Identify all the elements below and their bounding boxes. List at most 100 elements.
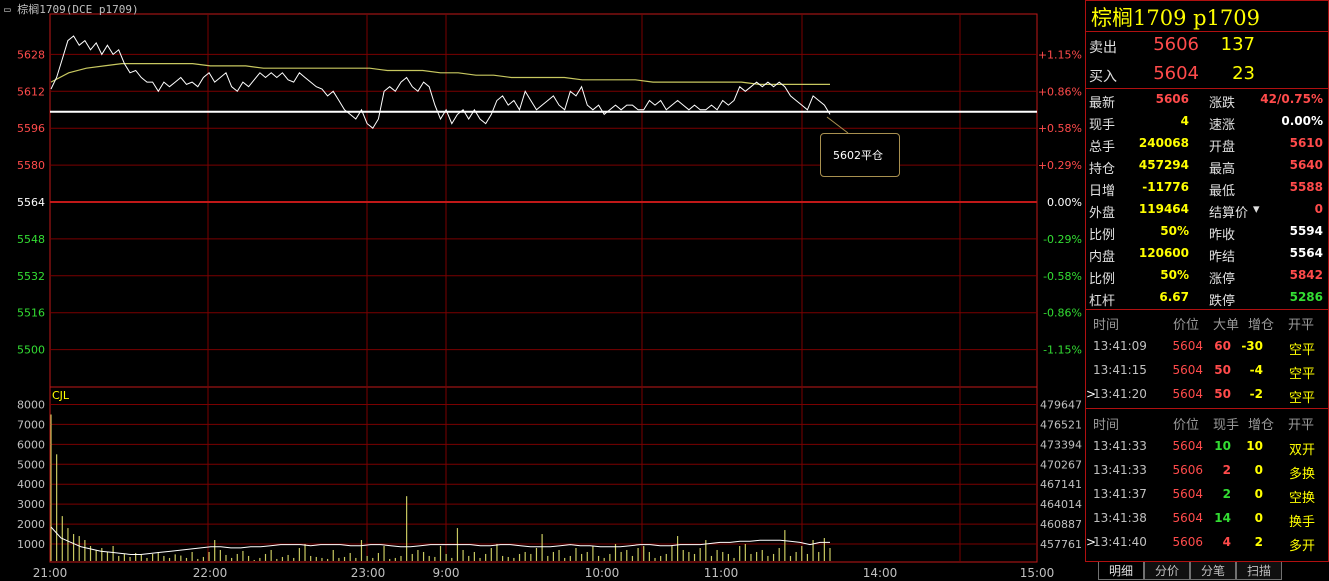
stat-row: 现手 4 速涨 0.00%: [1085, 112, 1329, 133]
col-qty: 大单: [1213, 318, 1240, 333]
callout-pointer: [826, 116, 849, 134]
stat-label: 涨跌: [1209, 96, 1236, 111]
stat-value: 50%: [1160, 268, 1189, 282]
row-price: 5604: [1172, 439, 1203, 453]
volume-tick-label: 5000: [17, 458, 45, 471]
percent-tick-label: +0.58%: [1038, 122, 1082, 135]
chart-frame: [49, 13, 1038, 563]
time-tick-label: 23:00: [351, 566, 386, 580]
time-tick-label: 21:00: [33, 566, 68, 580]
table-row[interactable]: >13:41:20 5604 50 -2 空平: [1085, 384, 1329, 406]
row-time: 13:41:33: [1093, 463, 1147, 477]
panel-divider: [1085, 408, 1329, 409]
table-row[interactable]: 13:41:38 5604 14 0 换手: [1085, 508, 1329, 530]
stat-label: 杠杆: [1089, 294, 1116, 309]
stat-value: 5610: [1289, 136, 1323, 150]
stat-label: 比例: [1089, 228, 1116, 243]
row-oi: 0: [1254, 487, 1263, 501]
oi-tick-label: 470267: [1040, 458, 1082, 471]
stat-label: 外盘: [1089, 206, 1116, 221]
stat-value: 5564: [1289, 246, 1323, 260]
time-tick-label: 10:00: [585, 566, 620, 580]
stat-value: 42/0.75%: [1260, 92, 1323, 106]
price-line: [50, 35, 831, 129]
stat-label: 速涨: [1209, 118, 1236, 133]
row-price: 5604: [1172, 363, 1203, 377]
price-tick-label: 5596: [17, 122, 45, 135]
volume-tick-label: 7000: [17, 418, 45, 431]
stat-value: 4: [1180, 114, 1189, 128]
col-oi: 增仓: [1248, 318, 1275, 333]
price-tick-label: 5612: [17, 85, 45, 98]
percent-tick-label: -0.58%: [1043, 270, 1082, 283]
stat-label: 比例: [1089, 272, 1116, 287]
row-oi: 0: [1254, 463, 1263, 477]
tab-1[interactable]: 明细: [1098, 562, 1144, 580]
row-price: 5604: [1172, 511, 1203, 525]
intraday-chart[interactable]: 5628 +1.15% 5612 +0.86% 5596 +0.58% 5580 +0.29%…: [0, 0, 1085, 581]
stat-label: 涨停: [1209, 272, 1236, 287]
volume-tick-label: 8000: [17, 399, 45, 412]
time-tick-label: 9:00: [433, 566, 460, 580]
stat-row: 持仓 457294 最高 5640: [1085, 156, 1329, 177]
stat-value: 5588: [1289, 180, 1323, 194]
tab-4[interactable]: 扫描: [1236, 562, 1282, 580]
open-interest-line: [50, 526, 830, 555]
stat-value: 5640: [1289, 158, 1323, 172]
row-time: 13:41:33: [1093, 439, 1147, 453]
stat-value: 0: [1314, 202, 1323, 216]
stat-value: 120600: [1138, 246, 1189, 260]
time-tick-label: 11:00: [704, 566, 739, 580]
stat-label: 结算价: [1209, 206, 1249, 221]
col-time: 时间: [1093, 418, 1120, 433]
oi-tick-label: 473394: [1040, 438, 1082, 451]
row-type: 空换: [1289, 491, 1316, 506]
row-oi: -4: [1249, 363, 1263, 377]
table-row[interactable]: 13:41:33 5604 10 10 双开: [1085, 436, 1329, 458]
tab-2[interactable]: 分价: [1144, 562, 1190, 580]
col-price: 价位: [1173, 418, 1200, 433]
price-tick-label: 5516: [17, 307, 45, 320]
bid-row[interactable]: 买入 5604 23: [1085, 63, 1329, 85]
row-type: 双开: [1289, 443, 1316, 458]
dropdown-arrow-icon: ▾: [1253, 202, 1260, 217]
row-time: 13:41:38: [1093, 511, 1147, 525]
panel-divider: [1085, 31, 1329, 32]
stat-label: 最低: [1209, 184, 1236, 199]
ask-row[interactable]: 卖出 5606 137: [1085, 34, 1329, 56]
panel-divider: [1085, 88, 1329, 89]
table-row[interactable]: 13:41:09 5604 60 -30 空平: [1085, 336, 1329, 358]
stat-label: 最新: [1089, 96, 1116, 111]
window-title-icon: ▭: [4, 3, 18, 16]
row-qty: 50: [1214, 387, 1231, 401]
ask-price: 5606: [1153, 34, 1199, 55]
stat-value: 119464: [1138, 202, 1189, 216]
table-row[interactable]: >13:41:40 5606 4 2 多开: [1085, 532, 1329, 554]
stat-label: 现手: [1089, 118, 1116, 133]
row-oi: 10: [1246, 439, 1263, 453]
percent-tick-label: 0.00%: [1047, 196, 1082, 209]
row-time: 13:41:09: [1093, 339, 1147, 353]
tab-3[interactable]: 分笔: [1190, 562, 1236, 580]
stat-value: 50%: [1160, 224, 1189, 238]
price-tick-label: 5532: [17, 270, 45, 283]
table-row[interactable]: 13:41:37 5604 2 0 空换: [1085, 484, 1329, 506]
contract-title: 棕榈1709 p1709: [1091, 6, 1261, 30]
stat-row: 杠杆 6.67 跌停 5286: [1085, 288, 1329, 309]
stat-row: 比例 50% 昨收 5594: [1085, 222, 1329, 243]
row-price: 5606: [1172, 463, 1203, 477]
row-price: 5606: [1172, 535, 1203, 549]
table-row[interactable]: 13:41:33 5606 2 0 多换: [1085, 460, 1329, 482]
table-row[interactable]: 13:41:15 5604 50 -4 空平: [1085, 360, 1329, 382]
stat-value: 0.00%: [1281, 114, 1323, 128]
stat-value: -11776: [1142, 180, 1189, 194]
row-marker-icon: >: [1086, 535, 1097, 549]
row-qty: 14: [1214, 511, 1231, 525]
row-qty: 10: [1214, 439, 1231, 453]
row-price: 5604: [1172, 487, 1203, 501]
stat-value: 240068: [1138, 136, 1189, 150]
row-type: 空平: [1289, 343, 1316, 358]
row-oi: -2: [1249, 387, 1263, 401]
row-time: 13:41:40: [1093, 535, 1147, 549]
row-price: 5604: [1172, 387, 1203, 401]
